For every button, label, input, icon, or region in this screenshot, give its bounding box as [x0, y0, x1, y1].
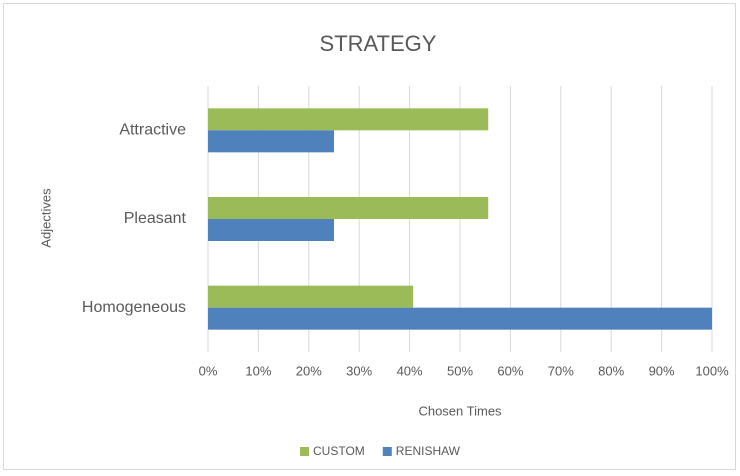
- bar: [208, 307, 712, 330]
- x-tick-label: 80%: [598, 363, 624, 378]
- legend-swatch: [382, 447, 392, 456]
- chart-border: [3, 3, 736, 470]
- y-axis-title: Adjectives: [38, 188, 53, 248]
- bar: [208, 285, 414, 308]
- x-tick-label: 0%: [199, 363, 218, 378]
- bar: [208, 108, 489, 131]
- x-tick-label: 20%: [296, 363, 322, 378]
- x-tick-label: 40%: [397, 363, 423, 378]
- x-axis-title: Chosen Times: [418, 403, 502, 418]
- x-tick-label: 30%: [346, 363, 372, 378]
- y-tick-label: Homogeneous: [82, 299, 186, 316]
- x-tick-label: 10%: [245, 363, 271, 378]
- y-tick-label: Pleasant: [124, 210, 187, 227]
- bar: [208, 197, 489, 219]
- bar: [208, 130, 334, 153]
- x-tick-label: 50%: [447, 363, 473, 378]
- legend-label: CUSTOM: [313, 444, 365, 458]
- legend-swatch: [300, 447, 309, 456]
- legend-label: RENISHAW: [396, 444, 461, 458]
- x-tick-label: 70%: [548, 363, 574, 378]
- x-tick-label: 90%: [649, 363, 675, 378]
- bar: [208, 219, 334, 241]
- y-tick-label: Attractive: [119, 122, 186, 139]
- chart-title: STRATEGY: [320, 31, 437, 56]
- x-tick-label: 100%: [695, 363, 729, 378]
- x-tick-label: 60%: [497, 363, 523, 378]
